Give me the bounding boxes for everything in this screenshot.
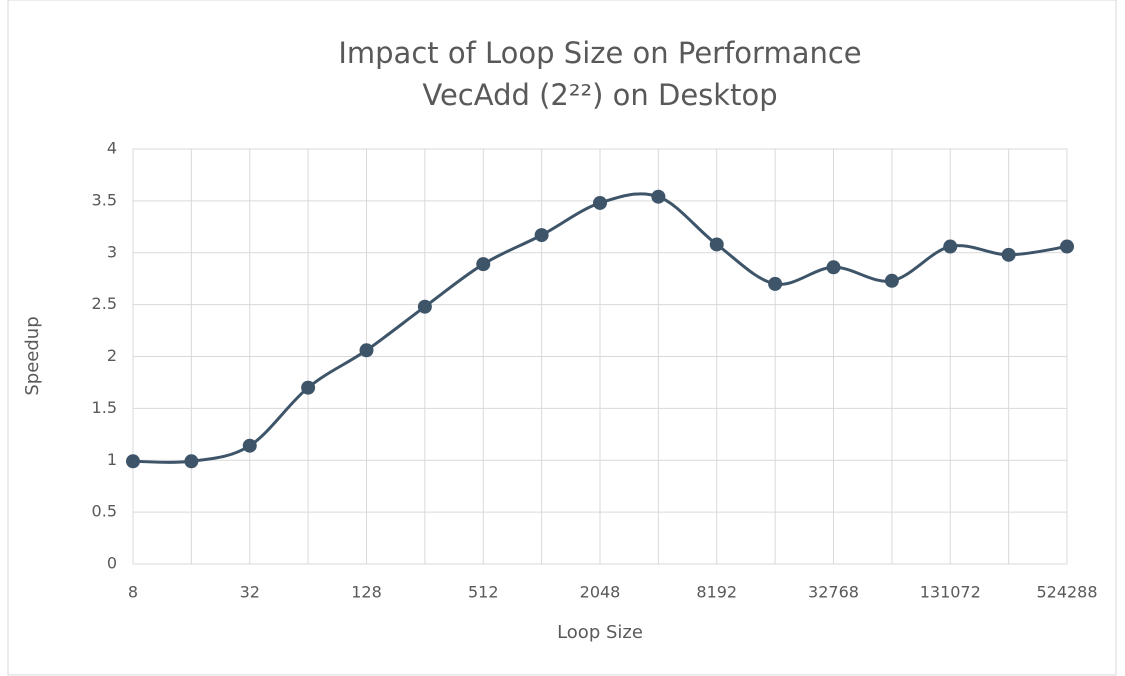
data-point	[126, 454, 140, 469]
data-point	[417, 299, 432, 314]
x-tick-label: 32768	[808, 583, 859, 602]
data-point	[1060, 239, 1074, 254]
x-tick-label: 8	[128, 583, 138, 602]
data-point	[709, 237, 724, 252]
chart-title: Impact of Loop Size on Performance	[338, 36, 861, 70]
chart-frame	[7, 0, 1117, 676]
chart-subtitle: VecAdd (2²²) on Desktop	[422, 78, 777, 112]
data-point	[301, 380, 316, 395]
x-tick-label: 32	[240, 583, 260, 602]
x-tick-label: 8192	[696, 583, 737, 602]
data-point	[242, 438, 257, 453]
x-tick-label: 128	[351, 583, 382, 602]
data-point	[884, 273, 899, 288]
data-point	[184, 454, 199, 469]
x-tick-label: 524288	[1036, 583, 1097, 602]
y-tick-label: 4	[107, 139, 117, 158]
data-point	[826, 260, 841, 275]
data-point	[943, 239, 958, 254]
y-tick-label: 2.5	[92, 294, 117, 313]
data-point	[534, 228, 549, 243]
data-point	[651, 189, 666, 204]
data-point	[1001, 247, 1016, 262]
y-tick-label: 0.5	[92, 502, 117, 521]
y-axis-label: Speedup	[22, 316, 43, 395]
y-tick-label: 1.5	[92, 398, 117, 417]
y-tick-label: 3	[107, 242, 117, 261]
data-point	[476, 257, 491, 272]
x-axis-label: Loop Size	[557, 622, 643, 643]
y-tick-label: 3.5	[92, 190, 117, 209]
x-tick-label: 131072	[920, 583, 981, 602]
data-point	[593, 195, 607, 210]
x-tick-label: 2048	[580, 583, 621, 602]
y-tick-label: 0	[107, 554, 117, 573]
y-tick-label: 1	[107, 450, 117, 469]
data-point	[768, 276, 783, 291]
x-tick-label: 512	[468, 583, 499, 602]
y-tick-label: 2	[107, 346, 117, 365]
data-point	[359, 343, 374, 358]
